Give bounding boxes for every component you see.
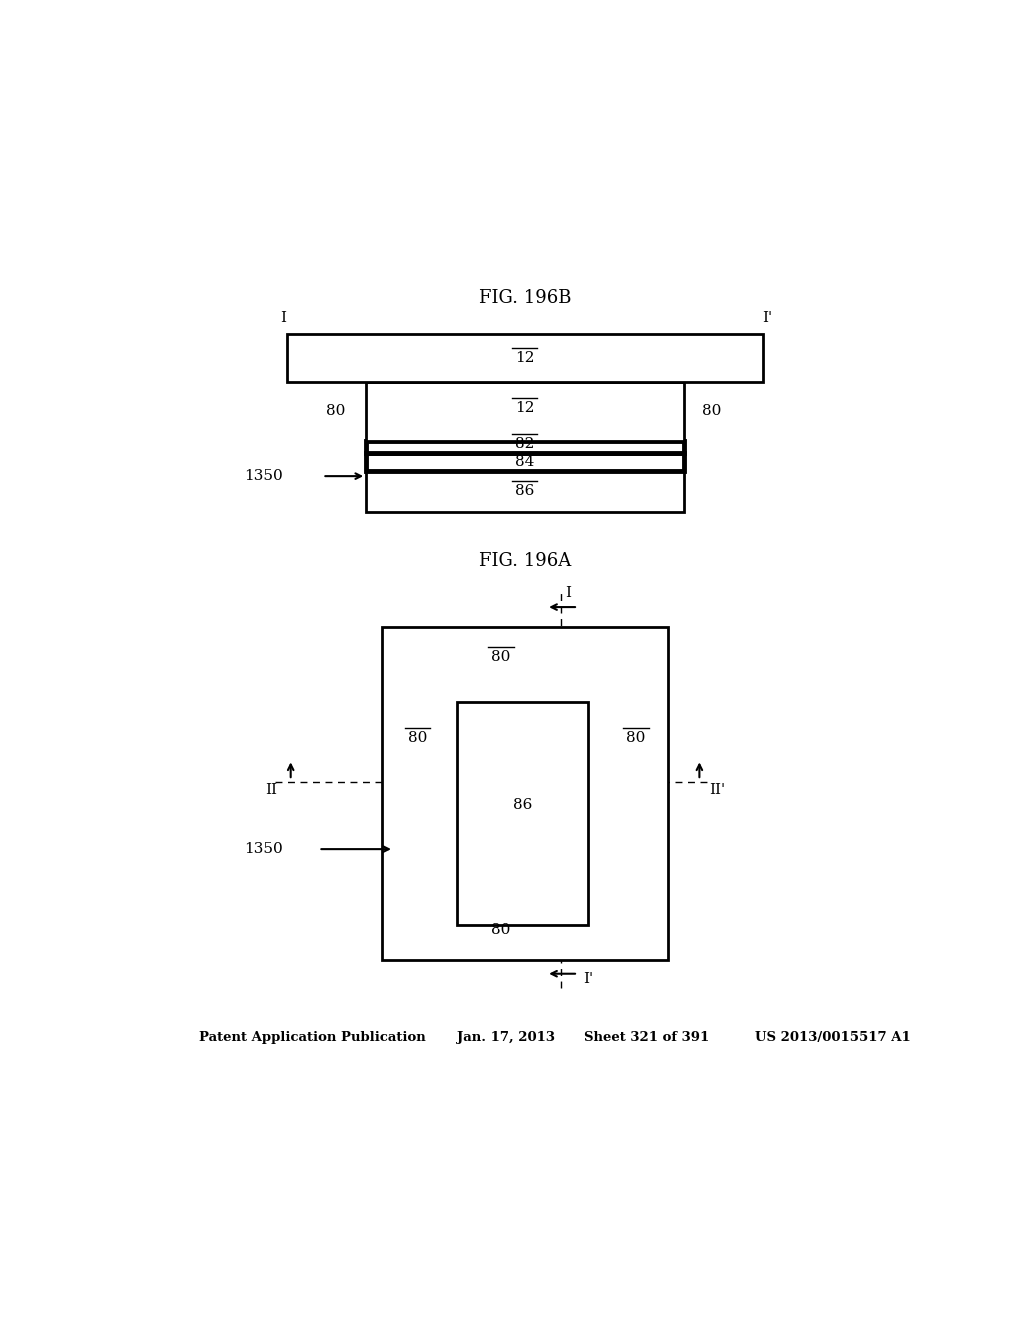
Bar: [367, 441, 684, 453]
Bar: [382, 627, 668, 960]
Text: 86: 86: [513, 799, 532, 813]
Text: 80: 80: [492, 923, 511, 937]
Text: I': I': [583, 973, 593, 986]
Bar: [367, 453, 684, 471]
Text: 1350: 1350: [244, 469, 283, 483]
Bar: [458, 702, 588, 924]
Text: I: I: [565, 586, 571, 599]
Bar: [287, 334, 763, 381]
Text: 12: 12: [515, 351, 535, 364]
Text: 80: 80: [408, 731, 427, 744]
Text: 12: 12: [515, 401, 535, 416]
Text: 84: 84: [515, 455, 535, 469]
Text: FIG. 196B: FIG. 196B: [478, 289, 571, 306]
Bar: [367, 471, 684, 512]
Text: 86: 86: [515, 484, 535, 498]
Bar: [367, 381, 684, 441]
Text: I: I: [280, 312, 286, 325]
Text: FIG. 196A: FIG. 196A: [478, 552, 571, 570]
Text: Sheet 321 of 391: Sheet 321 of 391: [585, 1031, 710, 1044]
Text: II: II: [265, 783, 278, 796]
Text: 80: 80: [327, 404, 346, 418]
Text: 80: 80: [701, 404, 721, 418]
Text: II': II': [709, 783, 725, 796]
Text: US 2013/0015517 A1: US 2013/0015517 A1: [755, 1031, 910, 1044]
Text: 80: 80: [627, 731, 645, 744]
Text: Jan. 17, 2013: Jan. 17, 2013: [458, 1031, 555, 1044]
Text: 80: 80: [492, 649, 511, 664]
Text: 1350: 1350: [244, 842, 283, 857]
Text: 82: 82: [515, 437, 535, 451]
Text: Patent Application Publication: Patent Application Publication: [200, 1031, 426, 1044]
Text: I': I': [762, 312, 772, 325]
